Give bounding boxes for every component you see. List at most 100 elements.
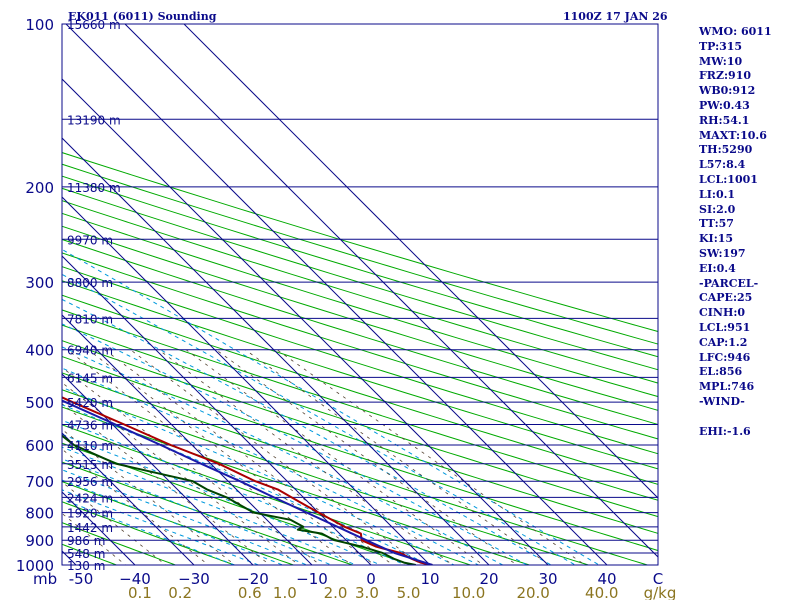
dry-adiabat <box>62 340 658 534</box>
dry-adiabat <box>62 252 658 440</box>
mixing-ratio-line <box>158 349 454 565</box>
stat-item: EHI:-1.6 <box>699 424 751 438</box>
dry-adiabat <box>62 225 658 411</box>
isotherm <box>0 24 28 576</box>
mixing-ratio-label: 10.0 <box>452 584 485 600</box>
mixing-ratio-line <box>104 349 394 565</box>
pressure-tick-label: 900 <box>25 532 54 550</box>
temperature-tick-label: 10 <box>420 570 439 588</box>
pressure-tick-label: 800 <box>25 505 54 523</box>
mixing-ratio-label: 0.2 <box>168 584 192 600</box>
mixing-ratio-label: 5.0 <box>397 584 421 600</box>
pressure-tick-label: 400 <box>25 342 54 360</box>
stat-item: TH:5290 <box>699 143 753 157</box>
isotherm <box>62 196 431 565</box>
dry-adiabat <box>62 175 658 358</box>
mixing-ratio-line <box>62 481 167 565</box>
moist-adiabat <box>62 469 309 565</box>
temperature-unit-label: C <box>653 570 663 588</box>
stat-item: RH:54.1 <box>699 113 750 127</box>
dry-adiabat <box>62 152 658 333</box>
stat-item: TP:315 <box>699 39 743 53</box>
diagram-grid <box>0 24 658 576</box>
isotherm <box>183 24 658 499</box>
stat-item: CAP:1.2 <box>699 335 748 349</box>
stat-item: LFC:946 <box>699 350 751 364</box>
stats-panel: WMO: 6011 TP:315 MW:10 FRZ:910 WB0:912 PW:0.4… <box>699 25 772 439</box>
stat-item: MPL:746 <box>699 380 755 394</box>
mixing-ratio-label: 2.0 <box>324 584 348 600</box>
mixing-ratio-line <box>62 428 236 565</box>
mixing-ratio-line <box>62 382 300 565</box>
moist-adiabat <box>62 367 480 565</box>
temperature-line <box>62 396 433 565</box>
stat-item: TT:57 <box>699 217 734 231</box>
temperature-tick-label: -50 <box>69 570 94 588</box>
mixing-ratio-line <box>62 512 127 565</box>
pressure-tick-label: 600 <box>25 437 54 455</box>
stat-item: SW:197 <box>699 246 746 260</box>
mixing-ratio-line <box>67 349 353 565</box>
dry-adiabat <box>62 461 354 565</box>
dry-adiabat <box>62 501 236 565</box>
temperature-tick-label: −10 <box>296 570 328 588</box>
height-label: 13190 m <box>67 113 121 127</box>
dry-adiabat <box>62 424 473 565</box>
mixing-ratio-label: 1.0 <box>273 584 297 600</box>
isotherm <box>124 24 658 558</box>
stat-item: SI:2.0 <box>699 202 736 216</box>
temperature-tick-label: −40 <box>119 570 151 588</box>
moist-adiabat <box>62 458 333 565</box>
dry-adiabat <box>62 266 658 455</box>
height-label: 548 m <box>67 547 105 561</box>
height-label: 986 m <box>67 534 105 548</box>
mixing-ratio-line <box>244 349 551 565</box>
mixing-ratio-line <box>276 349 586 565</box>
dry-adiabat <box>62 238 658 425</box>
isotherm <box>65 24 608 565</box>
sounding-title: EK011 (6011) Sounding <box>68 10 217 23</box>
dry-adiabat <box>62 309 658 501</box>
temperature-tick-label: 40 <box>597 570 616 588</box>
temperature-tick-label: −30 <box>178 570 210 588</box>
stat-item: CINH:0 <box>699 306 746 320</box>
isotherm <box>62 255 372 565</box>
dry-adiabat <box>62 294 658 485</box>
stat-item: MAXT:10.6 <box>699 128 767 142</box>
height-label: 4736 m <box>67 419 113 433</box>
plot-frame <box>61 23 659 566</box>
height-label: 1920 m <box>67 507 113 521</box>
pressure-tick-label: 300 <box>25 274 54 292</box>
dry-adiabat <box>62 212 658 398</box>
pressure-unit-label: mb <box>33 570 57 588</box>
height-label: 6940 m <box>67 344 113 358</box>
mixing-ratio-label: 20.0 <box>516 584 549 600</box>
mixing-ratio-label: 3.0 <box>355 584 379 600</box>
height-label: 2424 m <box>67 491 113 505</box>
stat-item: -PARCEL- <box>699 276 759 290</box>
stat-item: MW:10 <box>699 54 743 68</box>
pressure-tick-label: 100 <box>25 16 54 34</box>
isotherm <box>62 314 313 565</box>
sounding-datetime: 1100Z 17 JAN 26 <box>563 10 668 23</box>
dry-adiabat <box>62 324 658 518</box>
temperature-tick-label: 30 <box>538 570 557 588</box>
stat-item: LI:0.1 <box>699 187 736 201</box>
stat-item <box>699 410 772 425</box>
height-label: 3515 m <box>67 458 113 472</box>
height-label: 5420 m <box>67 396 113 410</box>
dry-adiabat <box>62 163 658 345</box>
temperature-tick-label: 0 <box>366 570 376 588</box>
mixing-ratio-label: 40.0 <box>585 584 618 600</box>
mixing-ratio-line <box>130 349 423 565</box>
stat-item: PW:0.43 <box>699 98 750 112</box>
mixing-ratio-line <box>87 349 376 565</box>
mixing-ratio-line <box>62 403 271 565</box>
temperature-tick-label: −20 <box>237 570 269 588</box>
pressure-tick-label: 700 <box>25 473 54 491</box>
stat-item: LCL:951 <box>699 320 751 334</box>
stat-item: FRZ:910 <box>699 69 752 83</box>
dry-adiabat <box>62 481 295 565</box>
mixing-ratio-unit-label: g/kg <box>644 584 677 600</box>
